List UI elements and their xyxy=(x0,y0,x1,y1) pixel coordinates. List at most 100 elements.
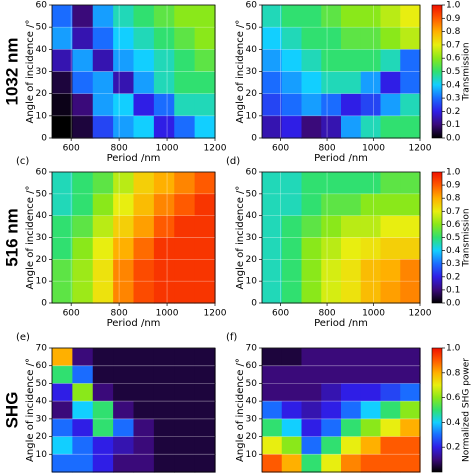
heatmap-cell xyxy=(301,193,322,217)
heatmap-cell xyxy=(92,259,114,282)
heatmap-cell xyxy=(92,5,114,28)
heatmap-cell xyxy=(92,348,114,367)
heatmap-cell xyxy=(360,27,382,50)
heatmap-cell xyxy=(400,49,421,73)
heatmap-cell xyxy=(341,383,362,402)
y-tick-label: 20 xyxy=(246,255,258,265)
colorbar-tick-label: 0.7 xyxy=(446,207,460,217)
x-tick-label: 800 xyxy=(111,309,128,319)
heatmap-cell xyxy=(380,49,401,73)
heatmap-cell xyxy=(341,237,362,260)
heatmap-cell xyxy=(400,237,421,260)
heatmap-cell xyxy=(174,115,196,139)
heatmap-cell xyxy=(281,237,303,260)
x-tick-label: 1200 xyxy=(409,309,432,319)
heatmap-cell xyxy=(72,93,94,117)
heatmap-cell xyxy=(72,436,94,455)
heatmap-cell xyxy=(72,281,94,304)
heatmap-cell xyxy=(52,49,73,73)
x-tick-label: 1000 xyxy=(362,144,385,154)
heatmap-cell xyxy=(174,436,196,455)
heatmap-cell xyxy=(52,172,73,195)
heatmap-cell xyxy=(301,49,322,73)
x-tick-label: 1000 xyxy=(156,144,179,154)
x-tick-label: 1000 xyxy=(156,309,179,319)
heatmap-cell xyxy=(194,454,216,473)
y-axis-label: Angle of incidence /° xyxy=(25,358,36,462)
y-tick-label: 40 xyxy=(36,211,48,221)
heatmap-cell xyxy=(133,436,155,455)
heatmap-cell xyxy=(194,93,216,117)
heatmap-cell xyxy=(400,5,421,28)
heatmap-cell xyxy=(262,71,283,95)
heatmap-cell xyxy=(133,383,155,402)
y-tick-label: 10 xyxy=(36,450,48,460)
heatmap-cell xyxy=(92,454,114,473)
colorbar-tick-label: 0.5 xyxy=(446,67,460,77)
heatmap-cell xyxy=(52,71,73,95)
heatmap-cell xyxy=(174,27,196,50)
plot-frame xyxy=(261,171,421,304)
colorbar-tick-label: 0.1 xyxy=(446,120,460,130)
heatmap-cell xyxy=(72,454,94,473)
heatmap-cell xyxy=(133,259,155,282)
heatmap-cell xyxy=(194,436,216,455)
y-tick-label: 50 xyxy=(246,23,258,33)
heatmap-cell xyxy=(301,401,322,420)
y-tick-label: 40 xyxy=(246,45,258,55)
y-tick-label: 10 xyxy=(36,111,48,121)
panel: 600 800 1000 1200 0 10 20 30 40 50 60 Period /nm Ang… xyxy=(226,156,472,329)
heatmap-cell xyxy=(174,237,196,260)
heatmap-cell xyxy=(321,237,342,260)
heatmap-cell xyxy=(52,215,73,239)
heatmap-cell xyxy=(52,93,73,117)
heatmap-cell xyxy=(52,193,73,217)
heatmap-cell xyxy=(72,418,94,438)
heatmap-cell xyxy=(281,418,303,438)
colorbar-tick-label: 0.2 xyxy=(446,107,460,117)
heatmap-cell xyxy=(194,418,216,438)
heatmap-cell xyxy=(341,365,362,385)
heatmap-cell xyxy=(400,418,421,438)
heatmap-cell xyxy=(400,193,421,217)
heatmap-cell xyxy=(301,383,322,402)
heatmap-cell xyxy=(153,115,175,139)
y-tick-label: 60 xyxy=(246,1,258,11)
heatmap-cell xyxy=(400,454,421,473)
heatmap-cell xyxy=(321,348,342,367)
heatmap-cell xyxy=(360,93,382,117)
heatmap-cell xyxy=(92,401,114,420)
heatmap-cell xyxy=(174,93,196,117)
heatmap-cell xyxy=(262,193,283,217)
colorbar-tick-label: 0.9 xyxy=(446,14,461,24)
heatmap-cell xyxy=(400,27,421,50)
heatmap-cell xyxy=(174,5,196,28)
colorbar xyxy=(431,4,443,139)
heatmap-cell xyxy=(360,5,382,28)
heatmap-cell xyxy=(153,348,175,367)
y-tick-label: 10 xyxy=(246,450,258,460)
heatmap-cell xyxy=(400,383,421,402)
panel-label: (f) xyxy=(226,332,237,343)
heatmap-cell xyxy=(113,401,135,420)
heatmap-cell xyxy=(360,49,382,73)
heatmap-cell xyxy=(72,348,94,367)
heatmap-cell xyxy=(341,49,362,73)
heatmap-cell xyxy=(360,172,382,195)
heatmap-cell xyxy=(113,281,135,304)
heatmap-cell xyxy=(321,93,342,117)
heatmap-cell xyxy=(113,215,135,239)
heatmap-cell xyxy=(281,193,303,217)
heatmap-cell xyxy=(92,71,114,95)
heatmap-cell xyxy=(133,215,155,239)
colorbar-tick-label: 1.0 xyxy=(446,168,461,178)
heatmap-cell xyxy=(380,383,401,402)
heatmap-cell xyxy=(174,172,196,195)
y-tick-label: 60 xyxy=(246,168,258,178)
heatmap-cell xyxy=(133,193,155,217)
heatmap-cell xyxy=(174,193,196,217)
heatmap-cell xyxy=(400,281,421,304)
y-tick-label: 30 xyxy=(36,233,48,243)
heatmap-cell xyxy=(281,172,303,195)
heatmap-cell xyxy=(281,401,303,420)
